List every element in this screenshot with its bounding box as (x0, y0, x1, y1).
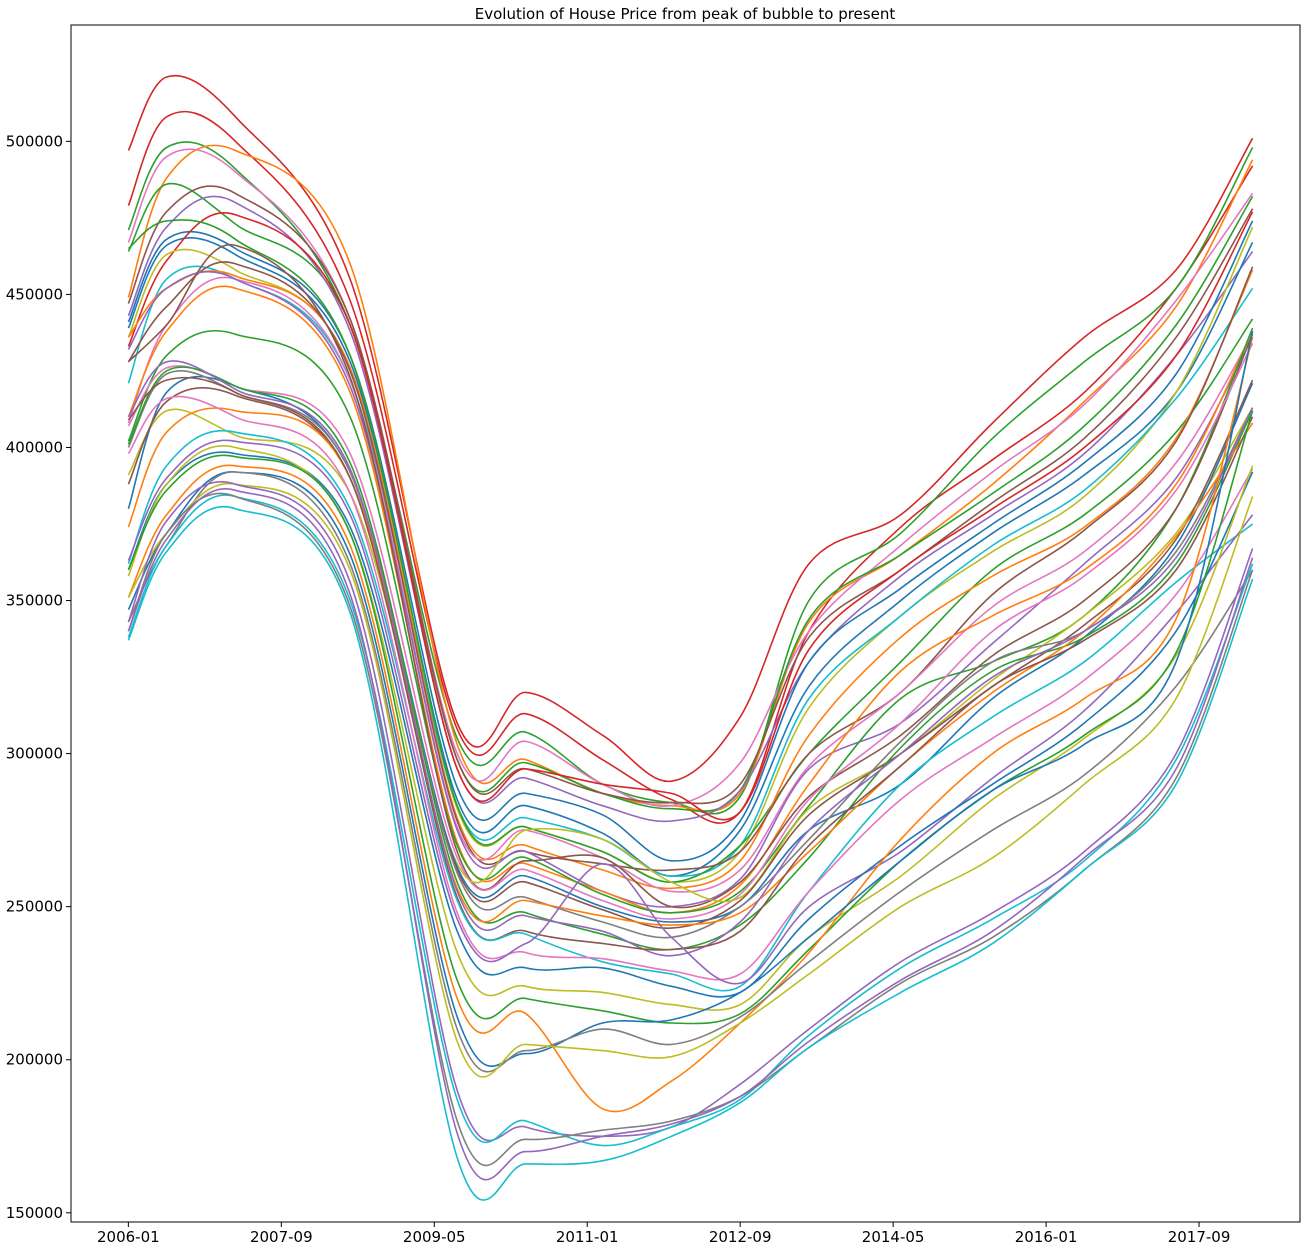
series-line-3 (127, 141, 1254, 815)
series-line-38 (127, 330, 1254, 1067)
plot-frame (70, 24, 1301, 1223)
series-line-33 (127, 439, 1254, 985)
series-line-29 (127, 360, 1254, 957)
series-line-37 (127, 337, 1254, 1113)
series-line-11 (127, 211, 1254, 821)
series-line-40 (127, 482, 1254, 1078)
series-line-15 (127, 269, 1254, 890)
series-line-26 (127, 369, 1254, 939)
x-tick-label: 2016-01 (1015, 1228, 1078, 1246)
series-line-14 (127, 219, 1254, 884)
y-tick-label: 250000 (6, 898, 63, 916)
series-line-35 (127, 445, 1254, 1011)
series-line-5 (127, 148, 1254, 808)
series-line-32 (127, 395, 1254, 981)
series-layer (127, 74, 1254, 1201)
series-line-39 (127, 471, 1254, 1073)
series-line-23 (127, 407, 1254, 903)
series-line-6 (127, 182, 1254, 812)
series-line-27 (127, 366, 1254, 951)
series-line-9 (127, 220, 1254, 862)
x-tick-label: 2012-09 (709, 1228, 772, 1246)
series-line-44 (127, 488, 1254, 1181)
x-tick-label: 2009-05 (403, 1228, 466, 1246)
series-line-45 (127, 506, 1254, 1201)
y-tick-label: 150000 (6, 1204, 63, 1222)
x-tick-label: 2014-05 (862, 1228, 925, 1246)
series-line-25 (127, 379, 1254, 929)
y-tick-label: 350000 (6, 592, 63, 610)
y-tick-label: 500000 (6, 132, 63, 150)
series-line-22 (127, 343, 1254, 920)
series-line-1 (127, 74, 1254, 783)
chart-title: Evolution of House Price from peak of bu… (475, 5, 896, 23)
x-tick-label: 2017-09 (1168, 1228, 1231, 1246)
series-line-16 (127, 261, 1254, 872)
x-axis: 2006-01 2007-09 2009-05 2011-01 2012-09 2014-… (97, 1222, 1230, 1246)
y-tick-label: 400000 (6, 438, 63, 456)
series-line-7 (127, 185, 1254, 805)
y-tick-label: 300000 (6, 745, 63, 763)
y-tick-label: 200000 (6, 1051, 63, 1069)
series-line-21 (127, 243, 1254, 909)
x-tick-label: 2006-01 (97, 1228, 160, 1246)
x-tick-label: 2011-01 (556, 1228, 619, 1246)
series-line-28 (127, 407, 1254, 926)
series-line-31 (127, 429, 1254, 992)
series-line-30 (127, 376, 1254, 951)
y-axis: 150000 200000 250000 300000 350000 400000 4500… (6, 132, 71, 1222)
series-line-17 (127, 276, 1254, 893)
series-line-41 (127, 481, 1254, 1142)
y-tick-label: 450000 (6, 285, 63, 303)
series-line-42 (127, 494, 1254, 1147)
x-tick-label: 2007-09 (250, 1228, 313, 1246)
